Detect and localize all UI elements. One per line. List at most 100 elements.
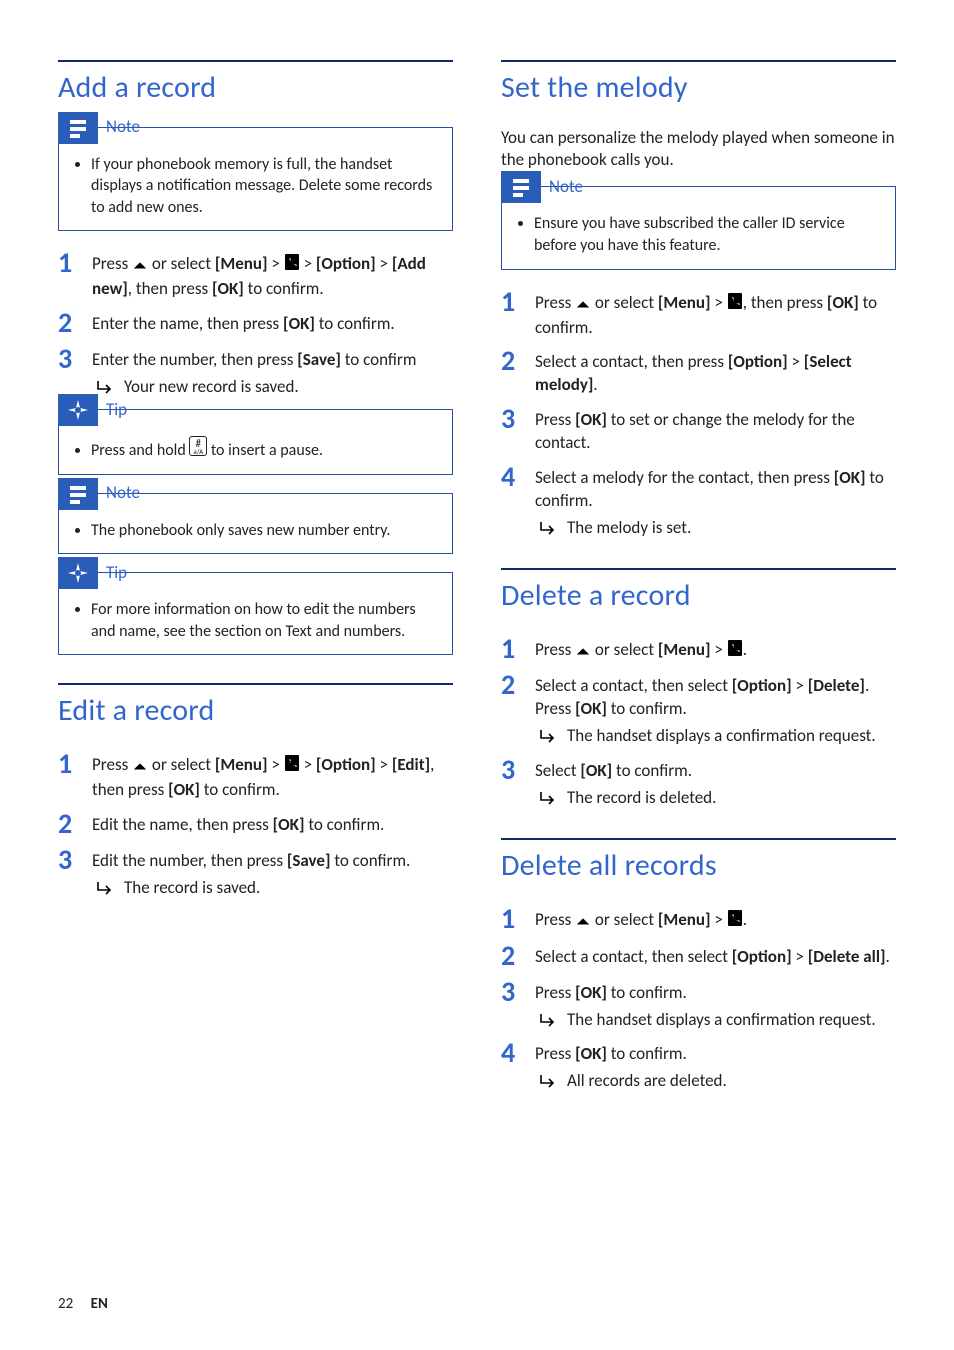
edit-key: [Edit]: [392, 754, 430, 775]
step: 4 Select a melody for the contact, then …: [501, 463, 896, 540]
steps-list: 1 Press or select [Menu] > > [Option] > …: [58, 750, 453, 900]
step: 1 Press or select [Menu] > .: [501, 635, 896, 664]
step-number: 1: [501, 635, 521, 664]
step: 1 Press or select [Menu] > > [Option] > …: [58, 249, 453, 301]
right-column: Set the melody You can personalize the m…: [501, 60, 896, 1121]
ok-key: [OK]: [575, 698, 607, 719]
step: 1 Press or select [Menu] > .: [501, 905, 896, 934]
steps-list: 1 Press or select [Menu] > . 2 Select a …: [501, 905, 896, 1094]
step-number: 2: [58, 309, 78, 337]
hash-key-icon: #a/A: [189, 436, 207, 456]
result-arrow-icon: [539, 1070, 557, 1093]
step-body: Press or select [Menu] > > [Option] > [A…: [92, 249, 453, 301]
step-body: Press [OK] to confirm. All records are d…: [535, 1039, 896, 1093]
page-footer: 22 EN: [58, 1294, 108, 1314]
tip-text: For more information on how to edit the …: [91, 599, 442, 642]
section-intro: You can personalize the melody played wh…: [501, 127, 896, 173]
step-body: Select a contact, then select [Option] >…: [535, 942, 896, 970]
up-arrow-icon: [575, 641, 591, 664]
page-number: 22: [58, 1295, 73, 1313]
step-body: Press or select [Menu] > .: [535, 905, 896, 934]
step: 3 Press [OK] to set or change the melody…: [501, 405, 896, 455]
section-delete-record: Delete a record 1 Press or select [Menu]…: [501, 568, 896, 810]
ok-key: [OK]: [575, 1043, 607, 1064]
save-key: [Save]: [297, 349, 341, 370]
tip-text: Press and hold #a/A to insert a pause.: [91, 436, 442, 462]
ok-key: [OK]: [273, 814, 305, 835]
step: 3 Enter the number, then press [Save] to…: [58, 345, 453, 399]
step-number: 2: [501, 347, 521, 397]
note-text: If your phonebook memory is full, the ha…: [91, 154, 442, 219]
two-column-layout: Add a record Note If your phonebook memo…: [58, 60, 896, 1121]
section-title: Edit a record: [58, 691, 453, 732]
step-number: 1: [501, 288, 521, 340]
ok-key: [OK]: [575, 409, 607, 430]
step: 3 Press [OK] to confirm. The handset dis…: [501, 978, 896, 1032]
note-callout: Note Ensure you have subscribed the call…: [501, 186, 896, 269]
note-callout: Note If your phonebook memory is full, t…: [58, 127, 453, 232]
option-key: [Option]: [728, 351, 788, 372]
step-body: Select [OK] to confirm. The record is de…: [535, 756, 896, 810]
step-body: Select a melody for the contact, then pr…: [535, 463, 896, 540]
delete-all-key: [Delete all]: [808, 946, 886, 967]
steps-list: 1 Press or select [Menu] > > [Option] > …: [58, 249, 453, 399]
step-body: Press [OK] to set or change the melody f…: [535, 405, 896, 455]
section-rule: [58, 683, 453, 685]
phonebook-icon: [284, 253, 300, 278]
section-title: Set the melody: [501, 68, 896, 109]
up-arrow-icon: [575, 294, 591, 317]
result-arrow-icon: [539, 787, 557, 810]
callout-header: Note: [58, 478, 431, 510]
up-arrow-icon: [132, 756, 148, 779]
option-key: [Option]: [316, 754, 376, 775]
step-number: 3: [58, 846, 78, 900]
step: 2 Select a contact, then select [Option]…: [501, 942, 896, 970]
section-edit-record: Edit a record 1 Press or select [Menu] >…: [58, 683, 453, 899]
menu-key: [Menu]: [658, 639, 711, 660]
phonebook-icon: [727, 639, 743, 664]
step-number: 3: [58, 345, 78, 399]
step: 3 Edit the number, then press [Save] to …: [58, 846, 453, 900]
page-language: EN: [91, 1295, 108, 1313]
step-body: Press [OK] to confirm. The handset displ…: [535, 978, 896, 1032]
tip-callout: Tip Press and hold #a/A to insert a paus…: [58, 409, 453, 475]
step-number: 3: [501, 756, 521, 810]
option-key: [Option]: [732, 675, 792, 696]
step: 2 Edit the name, then press [OK] to conf…: [58, 810, 453, 838]
section-title: Add a record: [58, 68, 453, 109]
result-line: The handset displays a confirmation requ…: [539, 1009, 896, 1032]
phonebook-icon: [727, 292, 743, 317]
callout-label: Note: [106, 116, 140, 139]
step-number: 1: [501, 905, 521, 934]
step: 1 Press or select [Menu] > , then press …: [501, 288, 896, 340]
section-delete-all: Delete all records 1 Press or select [Me…: [501, 838, 896, 1093]
section-rule: [501, 838, 896, 840]
tip-callout: Tip For more information on how to edit …: [58, 572, 453, 655]
step-number: 3: [501, 405, 521, 455]
left-column: Add a record Note If your phonebook memo…: [58, 60, 453, 1121]
step-body: Enter the number, then press [Save] to c…: [92, 345, 453, 399]
step-body: Select a contact, then select [Option] >…: [535, 671, 896, 748]
step-number: 2: [501, 942, 521, 970]
step: 2 Select a contact, then press [Option] …: [501, 347, 896, 397]
section-title: Delete a record: [501, 576, 896, 617]
step: 3 Select [OK] to confirm. The record is …: [501, 756, 896, 810]
note-callout: Note The phonebook only saves new number…: [58, 493, 453, 555]
section-rule: [501, 60, 896, 62]
result-arrow-icon: [539, 1009, 557, 1032]
ok-key: [OK]: [575, 982, 607, 1003]
menu-key: [Menu]: [215, 253, 268, 274]
save-key: [Save]: [287, 850, 331, 871]
step-number: 2: [58, 810, 78, 838]
up-arrow-icon: [575, 911, 591, 934]
step-number: 3: [501, 978, 521, 1032]
callout-label: Tip: [106, 399, 127, 422]
step-number: 2: [501, 671, 521, 748]
delete-key: [Delete]: [808, 675, 865, 696]
step-number: 4: [501, 463, 521, 540]
steps-list: 1 Press or select [Menu] > . 2 Select a …: [501, 635, 896, 811]
callout-label: Note: [549, 176, 583, 199]
result-line: The record is saved.: [96, 877, 453, 900]
callout-header: Tip: [58, 394, 431, 426]
section-title: Delete all records: [501, 846, 896, 887]
